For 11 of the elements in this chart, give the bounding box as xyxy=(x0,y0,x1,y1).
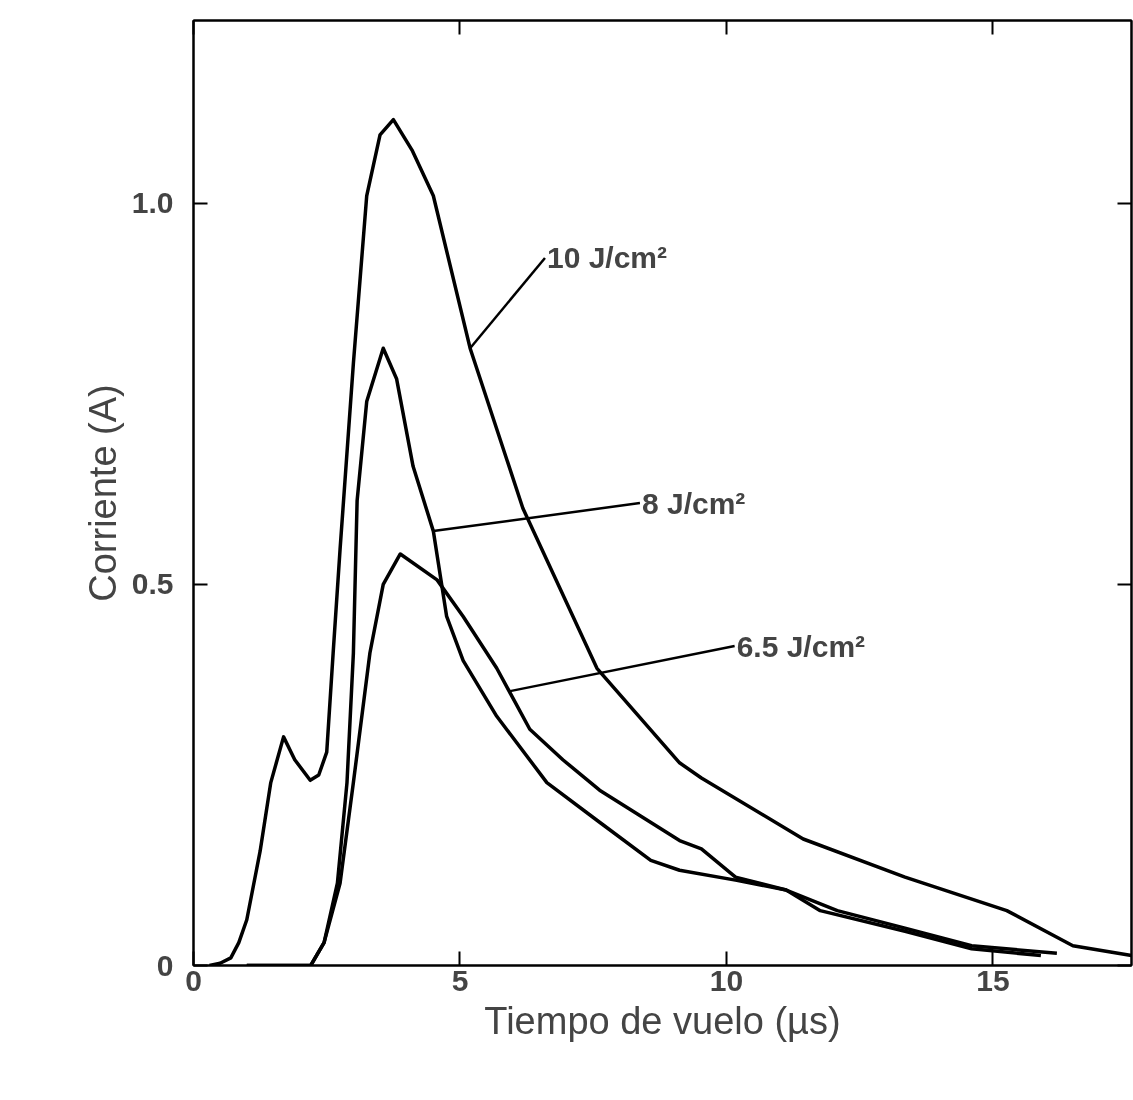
annotation: 6.5 J/cm² xyxy=(736,629,866,663)
x-tick-label: 0 xyxy=(185,963,202,997)
y-axis-title: Corriente (A) xyxy=(81,384,124,602)
y-tick-label: 1.0 xyxy=(131,186,174,220)
x-axis-title: Tiempo de vuelo (µs) xyxy=(484,999,841,1042)
annotation: 10 J/cm² xyxy=(546,241,668,275)
x-tick-label: 5 xyxy=(451,963,469,997)
y-tick-label: 0.5 xyxy=(131,567,174,601)
x-tick-label: 15 xyxy=(976,963,1010,997)
annotation: 8 J/cm² xyxy=(641,486,746,520)
x-tick-label: 10 xyxy=(709,963,744,997)
